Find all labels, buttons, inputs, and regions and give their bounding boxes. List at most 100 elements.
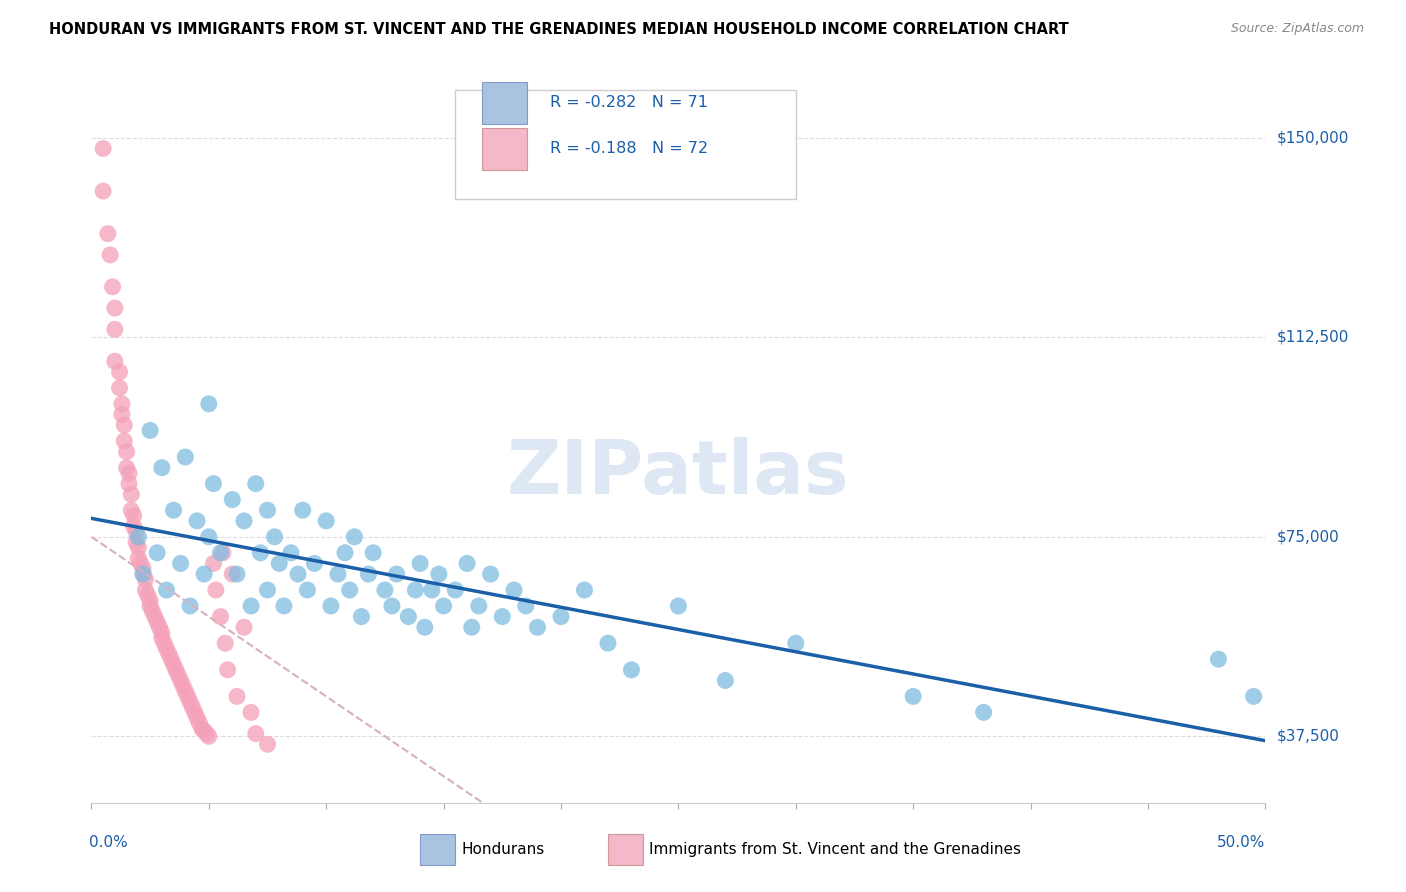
Text: $150,000: $150,000	[1277, 130, 1348, 145]
Point	[134, 582, 156, 597]
Point	[111, 397, 134, 411]
Point	[420, 582, 443, 597]
Point	[427, 567, 450, 582]
Point	[297, 582, 319, 597]
Point	[396, 609, 419, 624]
Point	[456, 557, 478, 571]
Point	[491, 609, 513, 624]
Point	[202, 557, 225, 571]
Point	[127, 530, 149, 544]
Point	[104, 322, 127, 336]
Point	[468, 599, 491, 613]
Point	[139, 424, 162, 438]
Point	[381, 599, 404, 613]
Point	[125, 535, 148, 549]
Point	[153, 636, 176, 650]
Text: $37,500: $37,500	[1277, 729, 1340, 744]
Point	[169, 557, 191, 571]
Point	[620, 663, 643, 677]
Point	[125, 524, 148, 539]
Point	[413, 620, 436, 634]
Point	[155, 641, 177, 656]
Point	[141, 604, 163, 618]
Point	[111, 408, 134, 422]
Point	[143, 609, 166, 624]
Point	[150, 460, 173, 475]
Point	[503, 582, 526, 597]
Point	[409, 557, 432, 571]
Point	[479, 567, 502, 582]
Point	[139, 599, 162, 613]
Point	[179, 599, 201, 613]
Point	[350, 609, 373, 624]
Point	[186, 711, 208, 725]
Point	[91, 184, 114, 198]
Text: 50.0%: 50.0%	[1218, 835, 1265, 850]
Point	[404, 582, 426, 597]
Point	[167, 668, 190, 682]
Point	[150, 631, 173, 645]
Point	[127, 541, 149, 555]
Point	[120, 503, 142, 517]
Point	[221, 492, 243, 507]
Point	[120, 487, 142, 501]
Point	[108, 381, 131, 395]
Point	[339, 582, 361, 597]
Point	[785, 636, 807, 650]
Point	[249, 546, 271, 560]
Point	[526, 620, 548, 634]
Point	[343, 530, 366, 544]
Point	[169, 673, 191, 688]
Point	[174, 684, 197, 698]
Point	[179, 695, 201, 709]
Point	[226, 690, 249, 704]
Point	[319, 599, 342, 613]
Point	[315, 514, 337, 528]
Point	[148, 620, 170, 634]
Point	[304, 557, 326, 571]
Point	[162, 503, 184, 517]
Point	[385, 567, 408, 582]
Text: R = -0.282   N = 71: R = -0.282 N = 71	[550, 95, 709, 111]
Point	[233, 620, 256, 634]
Point	[221, 567, 243, 582]
Point	[132, 562, 155, 576]
Point	[245, 726, 267, 740]
Point	[115, 460, 138, 475]
Point	[209, 546, 232, 560]
Point	[150, 625, 173, 640]
Point	[263, 530, 285, 544]
FancyBboxPatch shape	[456, 90, 796, 200]
FancyBboxPatch shape	[482, 81, 527, 124]
Point	[132, 567, 155, 582]
Point	[197, 397, 219, 411]
Point	[256, 503, 278, 517]
Text: ZIPatlas: ZIPatlas	[508, 437, 849, 510]
Point	[233, 514, 256, 528]
Point	[162, 657, 184, 672]
Point	[146, 615, 169, 629]
Point	[291, 503, 314, 517]
Text: Source: ZipAtlas.com: Source: ZipAtlas.com	[1230, 22, 1364, 36]
Point	[374, 582, 396, 597]
Point	[287, 567, 309, 582]
Point	[240, 599, 263, 613]
Point	[432, 599, 454, 613]
Point	[197, 729, 219, 743]
Point	[197, 530, 219, 544]
Point	[155, 582, 177, 597]
Point	[101, 280, 124, 294]
Point	[333, 546, 356, 560]
Point	[269, 557, 291, 571]
Text: R = -0.188   N = 72: R = -0.188 N = 72	[550, 142, 709, 156]
FancyBboxPatch shape	[607, 834, 643, 865]
Point	[160, 652, 183, 666]
Point	[195, 726, 218, 740]
Text: 0.0%: 0.0%	[89, 835, 128, 850]
Point	[214, 636, 236, 650]
Point	[205, 582, 228, 597]
Point	[240, 706, 263, 720]
Point	[127, 551, 149, 566]
FancyBboxPatch shape	[482, 128, 527, 170]
Point	[666, 599, 689, 613]
